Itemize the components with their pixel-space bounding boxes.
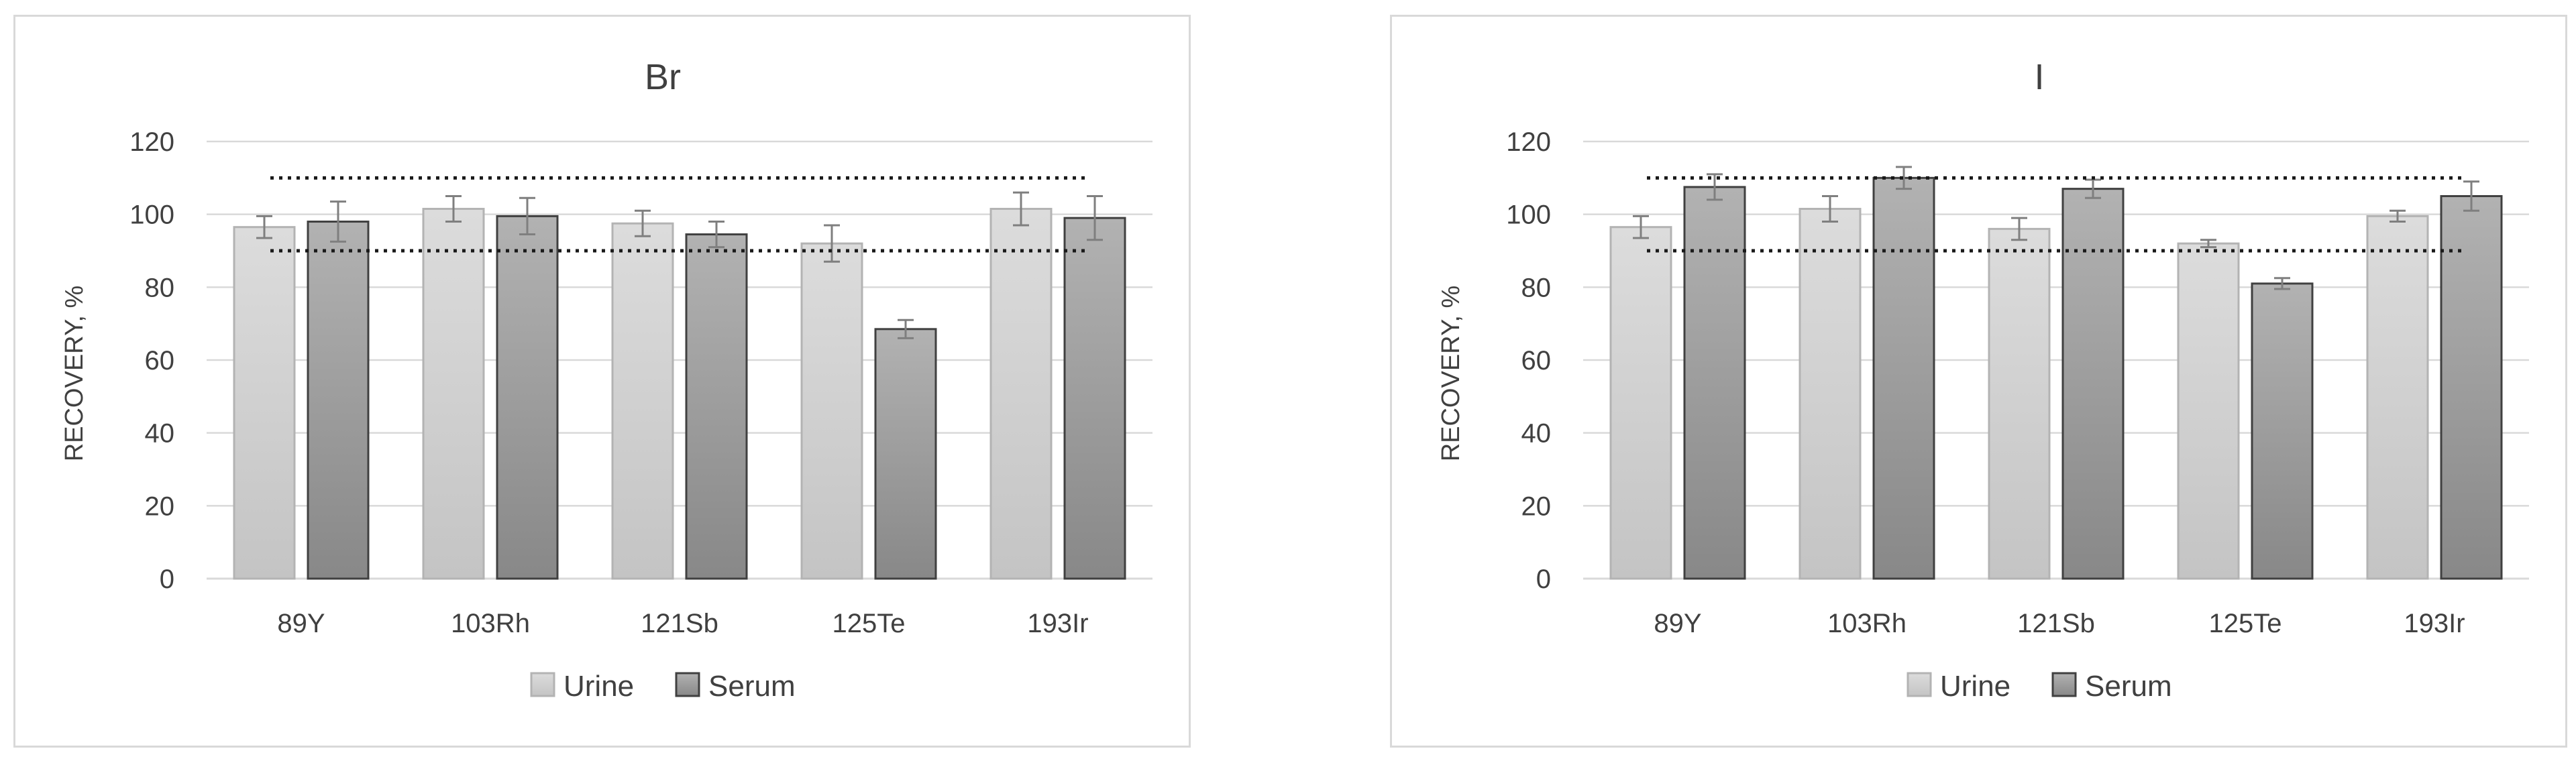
bar-urine-125te	[800, 242, 863, 580]
y-tick-label: 80	[1521, 273, 1552, 302]
bar-serum-121sb	[2061, 188, 2125, 580]
y-tick-label: 60	[145, 346, 175, 375]
y-tick-label: 20	[145, 491, 175, 521]
y-tick-label: 100	[1506, 200, 1551, 230]
bar-urine-193ir	[2366, 215, 2429, 580]
bar-serum-121sb	[685, 233, 748, 580]
bar-urine-89y	[1609, 226, 1672, 580]
y-tick-label: 80	[145, 273, 175, 302]
bar-serum-125te	[2251, 282, 2314, 580]
chart-i-svg: I 0 20 40 60 80 100 120 RECOVERY, % 89Y 103Rh 121Sb…	[1437, 57, 2529, 703]
category-label-121sb: 121Sb	[2017, 609, 2095, 638]
category-label-125te: 125Te	[833, 609, 906, 638]
bar-serum-89y	[307, 221, 370, 580]
y-tick-label: 20	[1521, 491, 1552, 521]
chart-panel-i: I 0 20 40 60 80 100 120 RECOVERY, % 89Y 103Rh 121Sb…	[1390, 15, 2567, 748]
category-label-89y: 89Y	[1654, 609, 1701, 638]
bar-urine-121sb	[611, 222, 674, 580]
bar-serum-193ir	[1063, 217, 1126, 580]
bar-serum-103rh	[1872, 176, 1935, 580]
legend-label-serum: Serum	[708, 670, 796, 703]
category-label-125te: 125Te	[2209, 609, 2282, 638]
y-tick-label: 0	[1536, 565, 1551, 594]
bar-urine-193ir	[989, 208, 1053, 580]
y-axis-title: RECOVERY, %	[1437, 286, 1465, 462]
bar-serum-193ir	[2440, 195, 2503, 580]
y-tick-label: 40	[1521, 419, 1552, 449]
chart-title: Br	[645, 57, 681, 97]
category-label-121sb: 121Sb	[641, 609, 718, 638]
y-tick-label: 100	[129, 200, 174, 230]
category-label-193ir: 193Ir	[1027, 609, 1088, 638]
bar-urine-103rh	[1799, 208, 1862, 580]
legend-label-urine: Urine	[564, 670, 634, 703]
chart-br-svg: Br 0 20 40 60 80 100 120 RECOVERY, % 89Y 103Rh 121S…	[60, 57, 1152, 703]
bar-urine-125te	[2177, 242, 2240, 580]
bar-serum-89y	[1683, 186, 1746, 580]
y-tick-label: 40	[145, 419, 175, 449]
legend-swatch-urine	[1907, 672, 1932, 697]
y-tick-label: 120	[1506, 127, 1551, 157]
bar-urine-89y	[233, 226, 296, 580]
chart-panel-br: Br 0 20 40 60 80 100 120 RECOVERY, % 89Y 103Rh 121S…	[13, 15, 1191, 748]
chart-title: I	[2034, 57, 2044, 97]
legend-swatch-serum	[2051, 672, 2077, 697]
y-tick-label: 60	[1521, 346, 1552, 375]
legend-swatch-urine	[530, 672, 555, 697]
bar-serum-125te	[874, 328, 937, 580]
y-axis-title: RECOVERY, %	[60, 286, 89, 462]
category-label-89y: 89Y	[277, 609, 325, 638]
y-tick-label: 120	[129, 127, 174, 157]
legend-label-serum: Serum	[2085, 670, 2172, 703]
y-tick-label: 0	[160, 565, 174, 594]
bar-serum-103rh	[496, 215, 559, 580]
legend-swatch-serum	[675, 672, 700, 697]
category-label-193ir: 193Ir	[2404, 609, 2465, 638]
bar-urine-103rh	[422, 208, 485, 580]
category-label-103rh: 103Rh	[451, 609, 530, 638]
category-label-103rh: 103Rh	[1827, 609, 1907, 638]
bar-urine-121sb	[1988, 227, 2051, 580]
legend-label-urine: Urine	[1940, 670, 2010, 703]
